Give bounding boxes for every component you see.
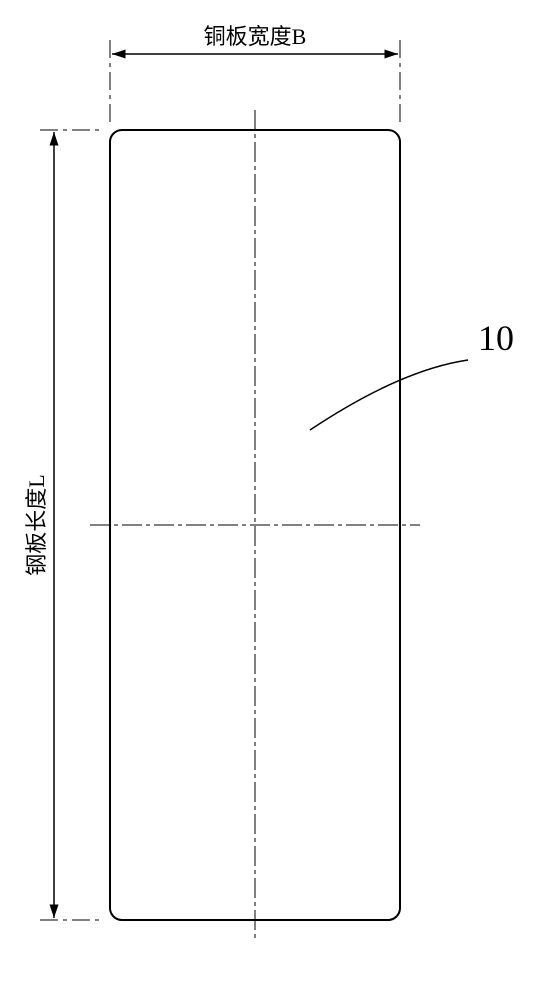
length-label: 钢板长度L	[24, 474, 49, 575]
callout-leader	[310, 360, 468, 430]
engineering-diagram: 铜板宽度B 钢板长度L 10	[0, 0, 552, 1000]
diagram-svg: 铜板宽度B 钢板长度L 10	[0, 0, 552, 1000]
width-label: 铜板宽度B	[204, 24, 307, 49]
callout-label: 10	[478, 318, 514, 358]
